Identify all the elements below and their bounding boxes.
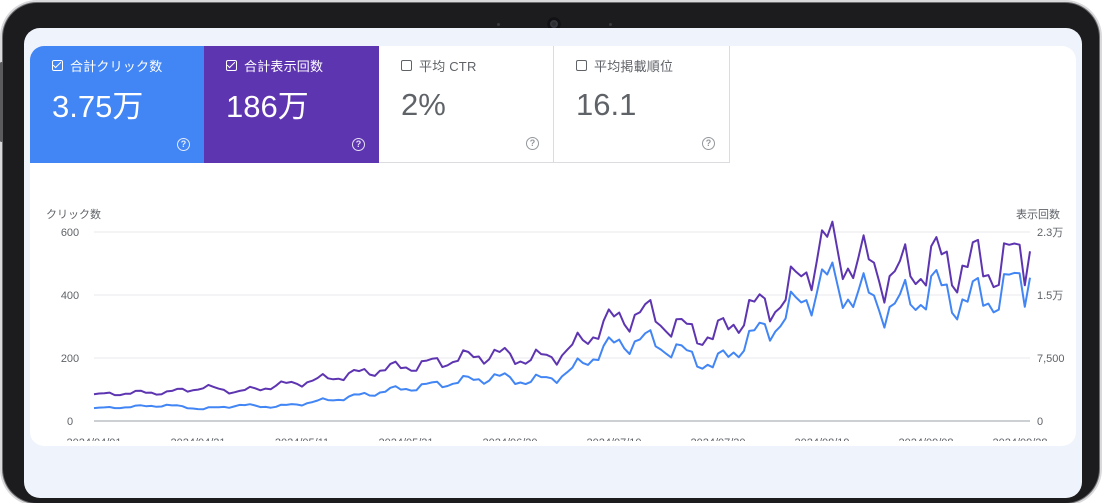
metric-value: 3.75万 [52, 89, 144, 124]
x-tick-label: 2024/09/08 [898, 437, 953, 441]
sensor-dot [609, 23, 612, 26]
camera-icon [547, 17, 561, 31]
left-axis-label: クリック数 [46, 208, 101, 221]
metric-value: 186万 [226, 89, 309, 124]
left-tick-label: 200 [61, 353, 79, 365]
checkbox-checked-icon[interactable] [226, 60, 237, 71]
side-button [0, 62, 3, 142]
metric-label: 平均 CTR [419, 59, 477, 74]
x-tick-label: 2024/07/10 [586, 437, 641, 441]
help-icon[interactable]: ? [702, 137, 715, 150]
series-line [93, 220, 1031, 397]
metric-label: 平均掲載順位 [594, 59, 674, 74]
metric-value: 16.1 [576, 87, 637, 122]
screen: 合計クリック数 3.75万 ? 合計表示回数 186万 ? 平均 CTR 2% … [24, 28, 1082, 498]
x-tick-label: 2024/06/20 [482, 437, 537, 441]
metric-card-clicks[interactable]: 合計クリック数 3.75万 ? [30, 46, 204, 163]
right-tick-label: 2.3万 [1037, 227, 1063, 239]
x-tick-label: 2024/05/11 [275, 437, 329, 441]
checkbox-unchecked-icon[interactable] [576, 60, 587, 71]
performance-chart: クリック数 表示回数 0 200 400 600 0 7,500 1.5万 2.3万 2024/… [46, 207, 1065, 441]
sensor-dot [497, 23, 500, 26]
metric-card-ctr[interactable]: 平均 CTR 2% ? [379, 46, 554, 163]
help-icon[interactable]: ? [177, 138, 190, 151]
x-tick-label: 2024/08/19 [794, 437, 849, 441]
left-tick-label: 0 [67, 416, 73, 428]
left-tick-label: 400 [61, 290, 79, 302]
checkbox-checked-icon[interactable] [52, 60, 63, 71]
help-icon[interactable]: ? [352, 138, 365, 151]
metric-card-impressions[interactable]: 合計表示回数 186万 ? [204, 46, 379, 163]
right-tick-label: 7,500 [1037, 353, 1065, 365]
x-tick-label: 2024/07/30 [690, 437, 745, 441]
x-tick-label: 2024/04/21 [170, 437, 225, 441]
x-tick-label: 2024/05/31 [378, 437, 433, 441]
x-tick-label: 2024/09/28 [992, 437, 1047, 441]
metric-label: 合計表示回数 [244, 59, 324, 74]
right-tick-label: 1.5万 [1037, 290, 1063, 302]
left-tick-label: 600 [61, 227, 79, 239]
right-axis-label: 表示回数 [1016, 207, 1060, 221]
series-line [93, 261, 1031, 411]
metric-value: 2% [401, 87, 446, 122]
right-tick-label: 0 [1037, 416, 1043, 428]
help-icon[interactable]: ? [526, 137, 539, 150]
metric-card-position[interactable]: 平均掲載順位 16.1 ? [554, 46, 730, 163]
x-tick-label: 2024/04/01 [66, 437, 121, 441]
performance-card: 合計クリック数 3.75万 ? 合計表示回数 186万 ? 平均 CTR 2% … [30, 46, 1076, 446]
metric-label: 合計クリック数 [70, 59, 163, 74]
checkbox-unchecked-icon[interactable] [401, 60, 412, 71]
